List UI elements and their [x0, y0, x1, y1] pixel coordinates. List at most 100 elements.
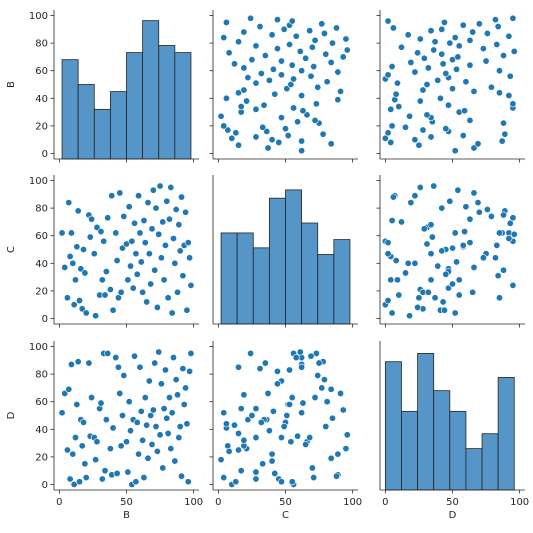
- scatter-point: [277, 114, 285, 122]
- scatter-point: [500, 52, 508, 60]
- scatter-point: [388, 122, 396, 130]
- scatter-point: [327, 140, 335, 148]
- y-tick-label: 80: [35, 370, 48, 381]
- scatter-point: [427, 27, 435, 35]
- scatter-point: [479, 254, 487, 262]
- scatter-point: [131, 352, 139, 360]
- scatter-point: [268, 450, 276, 458]
- histogram-bar: [61, 59, 79, 160]
- histogram-bar: [126, 52, 144, 160]
- scatter-point: [261, 52, 269, 60]
- scatter-point: [66, 252, 74, 260]
- scatter-point: [448, 56, 456, 64]
- histogram-bar: [252, 247, 270, 325]
- scatter-point: [411, 259, 419, 267]
- scatter-point: [230, 60, 238, 68]
- scatter-point: [161, 241, 169, 249]
- scatter-point: [442, 125, 450, 133]
- scatter-point: [451, 309, 459, 317]
- scatter-point: [415, 141, 423, 149]
- scatter-point: [384, 71, 392, 79]
- scatter-point: [482, 57, 490, 65]
- y-axis-label-B: B: [6, 81, 17, 88]
- scatter-point: [124, 276, 132, 284]
- scatter-point: [453, 258, 461, 266]
- scatter-point: [423, 111, 431, 119]
- scatter-point: [280, 25, 288, 33]
- scatter-point: [470, 263, 478, 271]
- scatter-point: [140, 474, 148, 482]
- x-tick-label: 0: [56, 497, 62, 508]
- scatter-point: [257, 418, 265, 426]
- panel-D-vs-B: 0 20 40 60 80 100 D 0 50 100 B: [6, 341, 203, 521]
- scatter-point: [298, 363, 306, 371]
- scatter-point: [419, 126, 427, 134]
- scatter-point: [178, 472, 186, 480]
- scatter-point: [93, 438, 101, 446]
- scatter-point: [406, 312, 414, 320]
- scatter-point: [459, 21, 467, 29]
- scatter-point: [381, 134, 389, 142]
- scatter-point: [424, 288, 432, 296]
- scatter-point: [98, 276, 106, 284]
- scatter-point: [288, 61, 296, 69]
- scatter-point: [475, 20, 483, 28]
- y-tick-label: 40: [35, 425, 48, 436]
- scatter-point: [423, 81, 431, 89]
- scatter-point: [180, 400, 188, 408]
- scatter-point: [462, 203, 470, 211]
- scatter-point: [80, 418, 88, 426]
- y-tick-label: 80: [35, 39, 48, 50]
- scatter-point: [120, 212, 128, 220]
- scatter-point: [240, 436, 248, 444]
- scatter-point: [500, 266, 508, 274]
- scatter-point: [438, 247, 446, 255]
- scatter-point: [311, 116, 319, 124]
- scatter-point: [271, 90, 279, 98]
- panel-C-vs-B: 0 20 40 60 80 100 C: [6, 175, 199, 328]
- scatter-point: [427, 276, 435, 284]
- scatter-point: [67, 360, 75, 368]
- scatter-point: [448, 280, 456, 288]
- scatter-point: [73, 243, 81, 251]
- scatter-point: [113, 257, 121, 265]
- scatter-point: [139, 288, 147, 296]
- histogram-bar: [449, 410, 467, 491]
- x-tick-label: 50: [446, 497, 459, 508]
- scatter-point: [82, 309, 90, 317]
- histogram-bar: [317, 254, 335, 325]
- scatter-point: [323, 398, 331, 406]
- scatter-point: [63, 294, 71, 302]
- scatter-point: [165, 394, 173, 402]
- scatter-point: [280, 423, 288, 431]
- scatter-point: [406, 112, 414, 120]
- panel-C-vs-C: [212, 175, 358, 328]
- scatter-point: [277, 434, 285, 442]
- scatter-point: [155, 230, 163, 238]
- scatter-point: [147, 280, 155, 288]
- scatter-point: [416, 183, 424, 191]
- scatter-point: [168, 309, 176, 317]
- scatter-point: [74, 207, 82, 215]
- y-tick-label: 60: [35, 231, 48, 242]
- scatter-point: [71, 276, 79, 284]
- scatter-point: [292, 32, 300, 40]
- histogram-bar: [236, 232, 254, 325]
- histogram-bar: [142, 20, 160, 160]
- scatter-point: [232, 478, 240, 486]
- scatter-point: [459, 132, 467, 140]
- scatter-point: [288, 394, 296, 402]
- scatter-point: [287, 81, 295, 89]
- scatter-point: [466, 215, 474, 223]
- y-tick-label: 20: [35, 286, 48, 297]
- scatter-point: [459, 241, 467, 249]
- y-tick-label: 20: [35, 452, 48, 463]
- scatter-point: [392, 90, 400, 98]
- scatter-point: [506, 219, 514, 227]
- scatter-point: [500, 119, 508, 127]
- scatter-point: [444, 284, 452, 292]
- scatter-point: [167, 183, 175, 191]
- x-tick-label: 100: [184, 497, 203, 508]
- scatter-point: [220, 122, 228, 130]
- scatter-point: [284, 132, 292, 140]
